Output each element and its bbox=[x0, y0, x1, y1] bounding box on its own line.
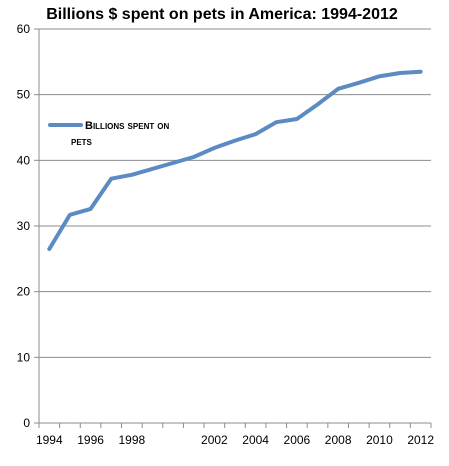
x-tick-label: 2010 bbox=[366, 433, 393, 447]
axes bbox=[34, 28, 432, 428]
y-tick-label: 30 bbox=[17, 219, 31, 233]
x-tick-label: 2006 bbox=[284, 433, 311, 447]
x-tick-label: 1994 bbox=[36, 433, 63, 447]
x-tick-label: 2008 bbox=[325, 433, 352, 447]
y-tick-label: 60 bbox=[17, 22, 31, 36]
y-tick-label: 50 bbox=[17, 88, 31, 102]
x-tick-label: 1996 bbox=[77, 433, 104, 447]
x-tick-label: 2002 bbox=[201, 433, 228, 447]
x-tick-labels: 1994 1996 1998 2002 2004 2006 2008 2010 2012 bbox=[36, 433, 434, 447]
y-tick-label: 0 bbox=[23, 416, 30, 430]
chart-title: Billions $ spent on pets in America: 199… bbox=[46, 6, 398, 23]
x-tick-label: 2012 bbox=[407, 433, 434, 447]
legend: Billions spent on pets bbox=[48, 120, 170, 148]
y-tick-label: 10 bbox=[17, 350, 31, 364]
x-tick-label: 2004 bbox=[242, 433, 269, 447]
series-layer bbox=[47, 69, 423, 251]
y-tick-label: 40 bbox=[17, 153, 31, 167]
legend-label-line-2: pets bbox=[71, 136, 93, 148]
y-tick-label: 20 bbox=[17, 285, 31, 299]
legend-label-line-1: Billions spent on bbox=[85, 120, 170, 132]
y-tick-labels: 0 10 20 30 40 50 60 bbox=[17, 22, 31, 430]
gridlines bbox=[39, 28, 431, 358]
x-tick-label: 1998 bbox=[118, 433, 145, 447]
